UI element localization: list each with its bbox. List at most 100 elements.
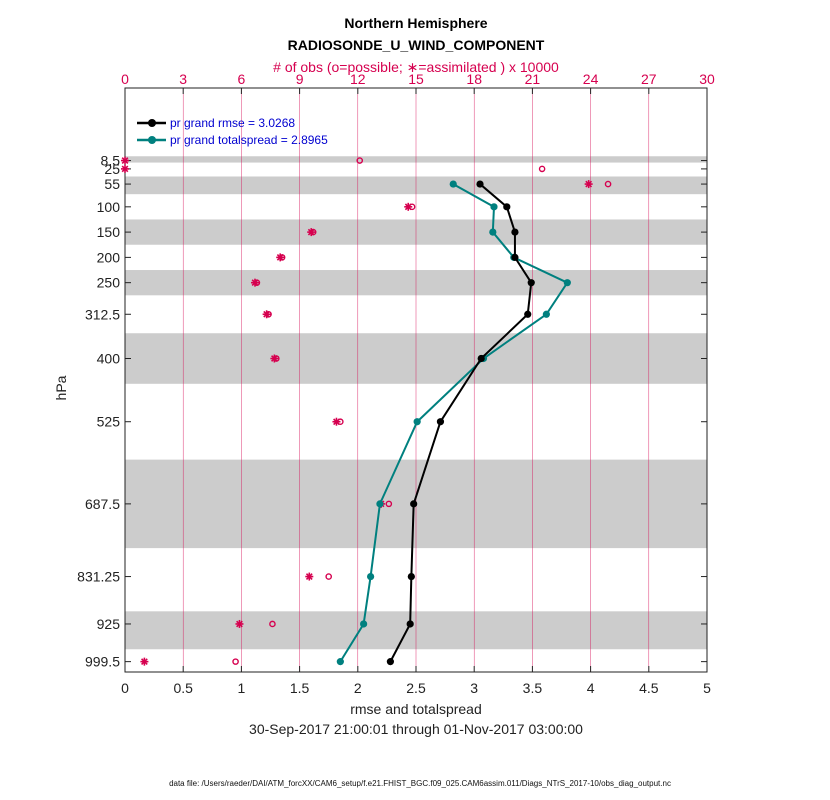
obs-assimilated-marker (140, 657, 149, 666)
series-point-totalspread (542, 310, 550, 318)
y-tick-label: 250 (97, 275, 121, 291)
axis-ticks: 0 0.5 1 1.5 2 2.5 3 3.5 4 4.5 5 0 3 6 9 12 15 18 21 24 27 30 8… (77, 71, 715, 696)
asterisk-stroke (236, 620, 243, 628)
y-tick-label: 200 (97, 249, 121, 265)
x-tick-label: 3 (470, 680, 478, 696)
top-tick-label: 0 (121, 71, 129, 87)
series-point-totalspread (367, 572, 375, 581)
obs-assimilated-marker (121, 164, 129, 173)
series-point-rmse (511, 228, 519, 236)
series-point-rmse (406, 620, 414, 628)
obs-possible-marker (385, 500, 393, 508)
series-point-rmse (527, 279, 535, 287)
y-tick-label: 525 (97, 414, 121, 430)
series-point-totalspread (413, 418, 421, 426)
top-tick-label: 21 (525, 71, 541, 87)
obs-assimilated-marker (584, 180, 593, 189)
y-tick-label: 8.5 (101, 153, 121, 169)
obs-assimilated-marker (250, 278, 259, 287)
top-tick-label: 27 (641, 71, 657, 87)
top-tick-label: 18 (466, 71, 482, 87)
top-tick-label: 24 (583, 71, 599, 87)
series-point-rmse (407, 572, 415, 581)
series-point-rmse (476, 180, 484, 188)
x-axis-label: rmse and totalspread (350, 701, 482, 717)
series-point-rmse (524, 310, 532, 318)
legend-spread-text: pr grand totalspread = 2.8965 (170, 133, 328, 147)
series-point-totalspread (360, 620, 368, 628)
x-tick-label: 0 (121, 680, 129, 696)
obs-assimilated-marker (235, 619, 244, 628)
top-tick-label: 15 (408, 71, 424, 87)
series-point-totalspread (490, 203, 498, 211)
top-axis-label: # of obs (o=possible; ∗=assimilated ) x … (273, 59, 559, 75)
obs-assimilated-marker (307, 228, 316, 237)
series-lines (336, 180, 571, 666)
series-point-totalspread (336, 658, 344, 666)
top-tick-label: 9 (296, 71, 304, 87)
obs-assimilated-marker (404, 202, 413, 211)
top-tick-label: 30 (699, 71, 715, 87)
obs-possible-marker (232, 658, 239, 665)
asterisk-stroke (276, 253, 284, 261)
y-tick-label: 999.5 (85, 654, 120, 670)
x-tick-label: 5 (703, 680, 711, 696)
y-tick-label: 400 (97, 351, 121, 367)
legend-spread-marker (148, 136, 156, 144)
x-tick-label: 2.5 (406, 680, 426, 696)
series-line-totalspread (339, 183, 569, 663)
series-point-rmse (386, 658, 394, 666)
series-point-rmse (511, 253, 519, 261)
asterisk-stroke (270, 355, 278, 362)
obs-possible-marker (356, 157, 364, 164)
obs-possible-marker (325, 573, 333, 580)
series-point-totalspread (563, 279, 571, 287)
obs-assimilated-marker (121, 156, 129, 165)
obs-assimilated-marker (270, 354, 279, 363)
asterisk-stroke (263, 310, 271, 318)
y-tick-label: 925 (97, 616, 121, 632)
obs-possible-marker (604, 180, 612, 188)
y-tick-label: 312.5 (85, 306, 120, 322)
y-tick-label: 100 (97, 199, 121, 215)
y-tick-label: 25 (104, 161, 120, 177)
x-tick-label: 4 (587, 680, 595, 696)
top-tick-label: 12 (350, 71, 366, 87)
asterisk-stroke (333, 418, 340, 426)
x-tick-label: 1.5 (290, 680, 310, 696)
series-point-rmse (503, 203, 511, 211)
obs-assimilated-marker (276, 253, 285, 262)
legend-rmse-marker (148, 119, 156, 127)
x-tick-label: 4.5 (639, 680, 659, 696)
data-file-footer: data file: /Users/raeder/DAI/ATM_forcXX/… (169, 779, 671, 788)
date-range: 30-Sep-2017 21:00:01 through 01-Nov-2017… (249, 721, 583, 737)
series-point-rmse (436, 418, 445, 426)
series-line-rmse (389, 183, 533, 663)
y-tick-label: 687.5 (85, 496, 120, 512)
asterisk-stroke (404, 203, 412, 211)
obs-assimilated-marker (332, 417, 341, 426)
chart-title: Northern Hemisphere (344, 15, 487, 31)
series-point-totalspread (449, 180, 457, 188)
asterisk-stroke (585, 180, 593, 188)
x-tick-label: 1 (238, 680, 246, 696)
legend: pr grand rmse = 3.0268 pr grand totalspr… (137, 116, 328, 147)
y-tick-label: 150 (97, 224, 121, 240)
asterisk-stroke (305, 573, 313, 580)
x-tick-label: 3.5 (523, 680, 543, 696)
y-tick-label: 55 (104, 176, 120, 192)
series-point-rmse (410, 500, 418, 508)
chart-subtitle: RADIOSONDE_U_WIND_COMPONENT (288, 37, 545, 53)
x-tick-label: 2 (354, 680, 362, 696)
series-point-totalspread (376, 500, 384, 508)
obs-assimilated-marker (262, 310, 271, 319)
y-axis-label: hPa (53, 375, 69, 400)
obs-assimilated-marker (305, 572, 314, 581)
obs-possible-marker (538, 165, 546, 173)
asterisk-stroke (141, 658, 148, 666)
obs-possible-marker (269, 620, 276, 628)
y-tick-label: 831.25 (77, 569, 120, 585)
x-tick-label: 0.5 (173, 680, 193, 696)
series-point-rmse (477, 354, 485, 363)
